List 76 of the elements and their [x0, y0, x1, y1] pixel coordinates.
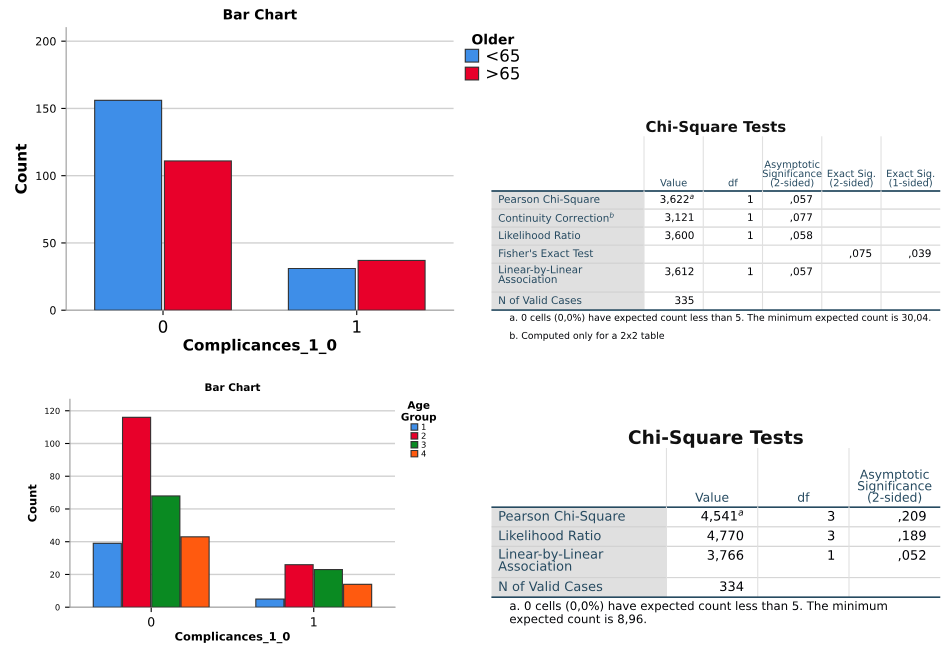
text: 3,600 — [665, 231, 694, 240]
text: 1 — [828, 550, 834, 560]
text: 1 — [748, 231, 753, 239]
y-axis-title: Count — [28, 484, 37, 522]
category-label: Likelihood Ratio — [499, 231, 580, 240]
legend-label: 1 — [422, 424, 426, 430]
category-label: df — [798, 492, 810, 502]
legend-label: <65 — [487, 49, 519, 62]
text: 3,121 — [665, 213, 694, 222]
category-label: Pearson Chi-Square — [499, 510, 625, 524]
y-tick-label: 40 — [50, 538, 60, 546]
bar — [164, 160, 232, 310]
bar — [94, 100, 162, 310]
chart-title: Bar Chart — [224, 8, 297, 20]
text: ,057 — [790, 267, 812, 276]
legend-label: 3 — [422, 442, 426, 448]
text: 3,766 — [708, 550, 744, 562]
legend-label: >65 — [487, 66, 519, 80]
text: b. Computed only for a 2x2 table — [510, 332, 664, 341]
text: Chi-Square Tests — [646, 120, 786, 136]
category-label: Fisher's Exact Test — [499, 249, 594, 258]
legend-title: Older — [472, 34, 514, 44]
category-label: Pearson Chi-Square — [499, 194, 600, 206]
text: a. 0 cells (0,0%) have expected count less than 5. The minimum expected count is 30,04. — [510, 314, 930, 323]
text: 4,770 — [707, 530, 744, 542]
y-tick-label: 60 — [50, 506, 60, 512]
category-label: Asymptotic Significance (2-sided) — [858, 469, 932, 504]
legend-title: Age Group — [401, 401, 436, 423]
text: 1 — [748, 267, 753, 276]
y-tick-label: 80 — [50, 473, 60, 480]
y-tick-label: 20 — [50, 571, 60, 578]
y-tick-label: 100 — [45, 440, 60, 447]
text: 1 — [748, 213, 753, 221]
text: ,077 — [790, 213, 812, 222]
text: ,058 — [790, 231, 812, 240]
category-label: Continuity Correction$^{b}$ — [498, 212, 614, 224]
category-label: Exact Sig. (1-sided) — [887, 170, 934, 188]
text: ,075 — [850, 249, 872, 258]
category-label: Linear-by-Linear Association — [498, 265, 582, 284]
text: 335 — [675, 296, 694, 304]
text: ,189 — [898, 530, 926, 542]
category-label: Asymptotic Significance (2-sided) — [762, 160, 822, 188]
y-tick-label: 200 — [36, 37, 56, 46]
category-label: Exact Sig. (2-sided) — [828, 170, 875, 188]
text: 3 — [828, 510, 834, 521]
category-label: Value — [695, 492, 728, 502]
y-tick-label: 120 — [45, 408, 60, 414]
y-tick-label: 0 — [50, 306, 56, 315]
text: 3,612 — [665, 267, 694, 276]
y-tick-label: 0 — [55, 604, 60, 610]
legend-label: 2 — [422, 432, 426, 439]
y-axis-title: Count — [15, 144, 27, 194]
text: ,052 — [898, 550, 926, 562]
text: a. 0 cells (0,0%) have expected count less than 5. The minimum expected count is 8,96. — [510, 601, 887, 626]
text: 1 — [748, 195, 753, 203]
category-label: df — [728, 178, 738, 186]
text: ,209 — [898, 510, 926, 522]
text: Chi-Square Tests — [628, 430, 803, 448]
text: 4,541$^{a}$ — [701, 510, 744, 522]
category-label: N of Valid Cases — [499, 581, 602, 592]
category-label: Likelihood Ratio — [499, 530, 601, 540]
text: 334 — [720, 581, 744, 592]
category-label: Linear-by-Linear Association — [498, 548, 604, 571]
x-axis-title: Complicances_1_0 — [175, 632, 290, 644]
y-tick-label: 50 — [43, 238, 56, 248]
legend-label: 4 — [421, 450, 426, 457]
category-label: N of Valid Cases — [499, 296, 582, 304]
category-label: Value — [660, 178, 687, 186]
text: ,039 — [909, 249, 931, 258]
y-tick-label: 150 — [36, 104, 56, 113]
text: ,057 — [790, 195, 812, 204]
text: 3,622$^{a}$ — [660, 194, 694, 204]
x-axis-title: Complicances_1_0 — [183, 338, 336, 354]
y-tick-label: 100 — [36, 172, 56, 180]
text: 3 — [828, 530, 834, 540]
chart-title: Bar Chart — [205, 383, 260, 392]
